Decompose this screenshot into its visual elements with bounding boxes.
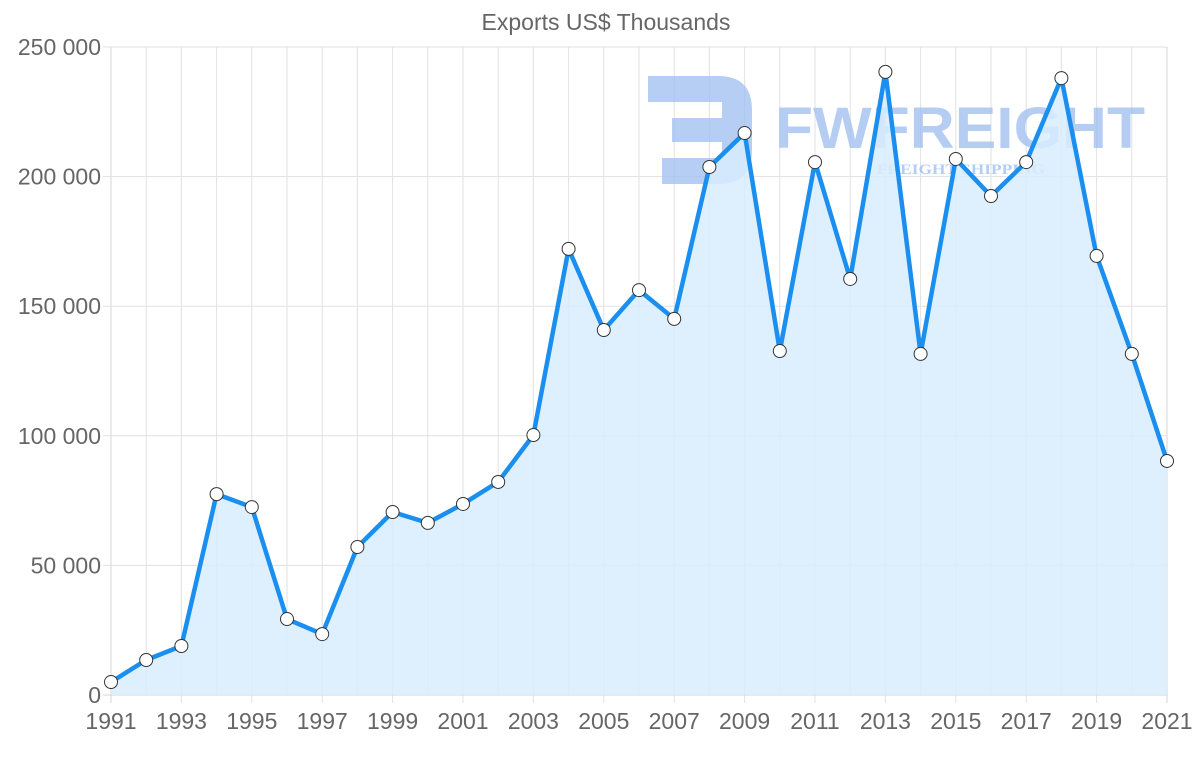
data-point-1994[interactable] (209, 487, 224, 502)
data-point-2007[interactable] (667, 311, 682, 326)
y-tick-label: 250 000 (18, 34, 101, 60)
data-point-1998[interactable] (350, 539, 365, 554)
data-point-2014[interactable] (913, 346, 928, 361)
y-tick-label: 200 000 (18, 164, 101, 190)
data-point-1999[interactable] (385, 505, 400, 520)
x-axis-ticks: 1991 1993 1995 1997 1999 2001 2003 2005 2007 2009… (85, 708, 1192, 734)
data-point-2006[interactable] (632, 283, 646, 298)
data-point-2013[interactable] (878, 64, 893, 79)
data-point-1993[interactable] (174, 639, 189, 654)
data-point-1995[interactable] (244, 500, 259, 515)
data-point-2000[interactable] (420, 515, 435, 530)
x-tick-label: 2009 (719, 708, 770, 734)
x-tick-label: 1993 (156, 708, 207, 734)
watermark-brand: FWFREIGHT (775, 96, 1145, 161)
data-point-1992[interactable] (139, 653, 154, 668)
x-tick-label: 2019 (1071, 708, 1122, 734)
x-tick-label: 2021 (1141, 708, 1192, 734)
data-point-2010[interactable] (772, 344, 787, 359)
data-point-2018[interactable] (1054, 71, 1069, 86)
data-point-2001[interactable] (456, 496, 470, 511)
data-point-1997[interactable] (315, 627, 330, 642)
y-axis-ticks: 0 50 000 100 000 150 000 200 000 250 000 (18, 34, 101, 708)
x-tick-label: 1995 (226, 708, 277, 734)
x-tick-label: 2007 (649, 708, 700, 734)
x-tick-label: 1991 (85, 708, 136, 734)
x-tick-label: 2015 (930, 708, 981, 734)
data-point-2008[interactable] (702, 160, 717, 175)
data-point-2012[interactable] (843, 271, 858, 286)
y-tick-label: 150 000 (18, 293, 101, 319)
data-point-2004[interactable] (561, 241, 576, 256)
x-tick-label: 1999 (367, 708, 418, 734)
data-points (104, 64, 1174, 690)
y-tick-label: 50 000 (31, 552, 101, 578)
data-point-2003[interactable] (526, 428, 541, 443)
x-tick-label: 2003 (508, 708, 559, 734)
data-point-2021[interactable] (1160, 453, 1174, 468)
x-tick-label: 2005 (578, 708, 629, 734)
y-tick-label: 100 000 (18, 423, 101, 449)
x-tick-label: 2011 (790, 708, 839, 734)
data-point-2016[interactable] (984, 189, 998, 204)
x-tick-label: 2013 (860, 708, 911, 734)
data-point-2020[interactable] (1124, 346, 1139, 361)
y-tick-label: 0 (88, 682, 101, 708)
data-point-1996[interactable] (280, 612, 294, 627)
data-point-2015[interactable] (948, 151, 963, 166)
data-point-2017[interactable] (1019, 155, 1034, 170)
data-point-2002[interactable] (491, 474, 506, 489)
data-point-1991[interactable] (104, 675, 118, 690)
data-point-2019[interactable] (1089, 248, 1104, 263)
data-point-2009[interactable] (737, 126, 752, 141)
x-tick-label: 2017 (1001, 708, 1052, 734)
x-tick-label: 1997 (297, 708, 348, 734)
data-point-2011[interactable] (808, 155, 822, 170)
data-point-2005[interactable] (596, 323, 611, 338)
chart-title: Exports US$ Thousands (482, 9, 731, 35)
x-tick-label: 2001 (437, 708, 488, 734)
